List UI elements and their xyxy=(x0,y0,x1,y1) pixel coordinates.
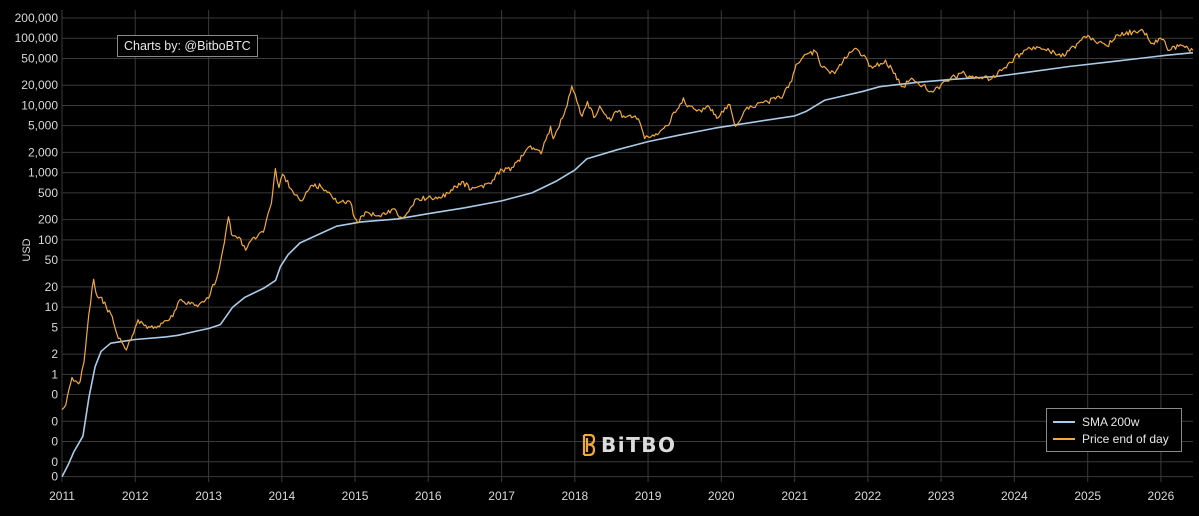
x-tick-label: 2022 xyxy=(855,489,882,503)
y-tick-label: 500 xyxy=(38,186,58,200)
x-tick-label: 2023 xyxy=(928,489,955,503)
credit-box: Charts by: @BitboBTC xyxy=(117,35,258,57)
y-tick-label: 5,000 xyxy=(28,119,58,133)
y-tick-label: 1 xyxy=(51,367,58,381)
legend-item-price[interactable]: Price end of day xyxy=(1053,430,1175,447)
x-tick-label: 2013 xyxy=(195,489,222,503)
x-tick-label: 2019 xyxy=(635,489,662,503)
x-gridlines xyxy=(61,10,1162,482)
y-gridlines xyxy=(62,17,1193,478)
y-tick-labels: 000001251020501002005001,0002,0005,00010… xyxy=(15,11,59,484)
y-tick-label: 0 xyxy=(51,470,58,484)
x-tick-label: 2011 xyxy=(49,489,75,503)
x-tick-label: 2015 xyxy=(342,489,369,503)
y-tick-label: 0 xyxy=(51,414,58,428)
credit-text: Charts by: @BitboBTC xyxy=(124,39,251,53)
legend-item-sma[interactable]: SMA 200w xyxy=(1053,413,1175,430)
x-tick-label: 2016 xyxy=(415,489,442,503)
y-tick-label: 5 xyxy=(51,320,58,334)
y-tick-label: 2,000 xyxy=(28,145,58,159)
x-tick-label: 2021 xyxy=(781,489,808,503)
y-tick-label: 20,000 xyxy=(21,78,58,92)
bitbo-logo-text: BiTBO xyxy=(601,433,677,457)
x-tick-labels: 2011 2012 2013 2014 2015 2016 2017 2018 2019 2020… xyxy=(49,489,1174,503)
bitbo-logo: BiTBO xyxy=(581,433,677,457)
x-tick-label: 2017 xyxy=(488,489,515,503)
x-tick-label: 2026 xyxy=(1148,489,1175,503)
x-tick-label: 2018 xyxy=(561,489,588,503)
x-tick-label: 2014 xyxy=(268,489,295,503)
y-tick-label: 200 xyxy=(38,213,58,227)
y-tick-label: 2 xyxy=(51,347,58,361)
legend-swatch-price xyxy=(1053,437,1075,440)
y-tick-label: 100 xyxy=(38,233,58,247)
y-axis-label: USD xyxy=(21,238,33,261)
legend-swatch-sma xyxy=(1053,420,1075,423)
series-line-price xyxy=(61,28,1194,410)
y-tick-label: 10 xyxy=(45,300,59,314)
x-tick-label: 2012 xyxy=(122,489,149,503)
series-layer xyxy=(61,28,1194,478)
y-tick-label: 0 xyxy=(51,455,58,469)
y-tick-label: 1,000 xyxy=(28,166,58,180)
bitbo-logo-icon xyxy=(582,434,595,456)
legend: SMA 200w Price end of day xyxy=(1046,408,1182,452)
y-tick-label: 10,000 xyxy=(21,98,58,112)
y-tick-label: 50,000 xyxy=(21,51,58,65)
y-tick-label: 0 xyxy=(51,435,58,449)
x-tick-label: 2025 xyxy=(1074,489,1101,503)
legend-label-sma: SMA 200w xyxy=(1082,414,1140,429)
x-tick-label: 2020 xyxy=(708,489,735,503)
y-tick-label: 20 xyxy=(45,280,59,294)
y-tick-label: 100,000 xyxy=(15,31,59,45)
legend-label-price: Price end of day xyxy=(1082,431,1169,446)
series-line-sma xyxy=(61,51,1194,478)
x-tick-label: 2024 xyxy=(1001,489,1028,503)
y-tick-label: 200,000 xyxy=(15,11,59,25)
y-tick-label: 0 xyxy=(51,388,58,402)
y-tick-label: 50 xyxy=(45,253,59,267)
